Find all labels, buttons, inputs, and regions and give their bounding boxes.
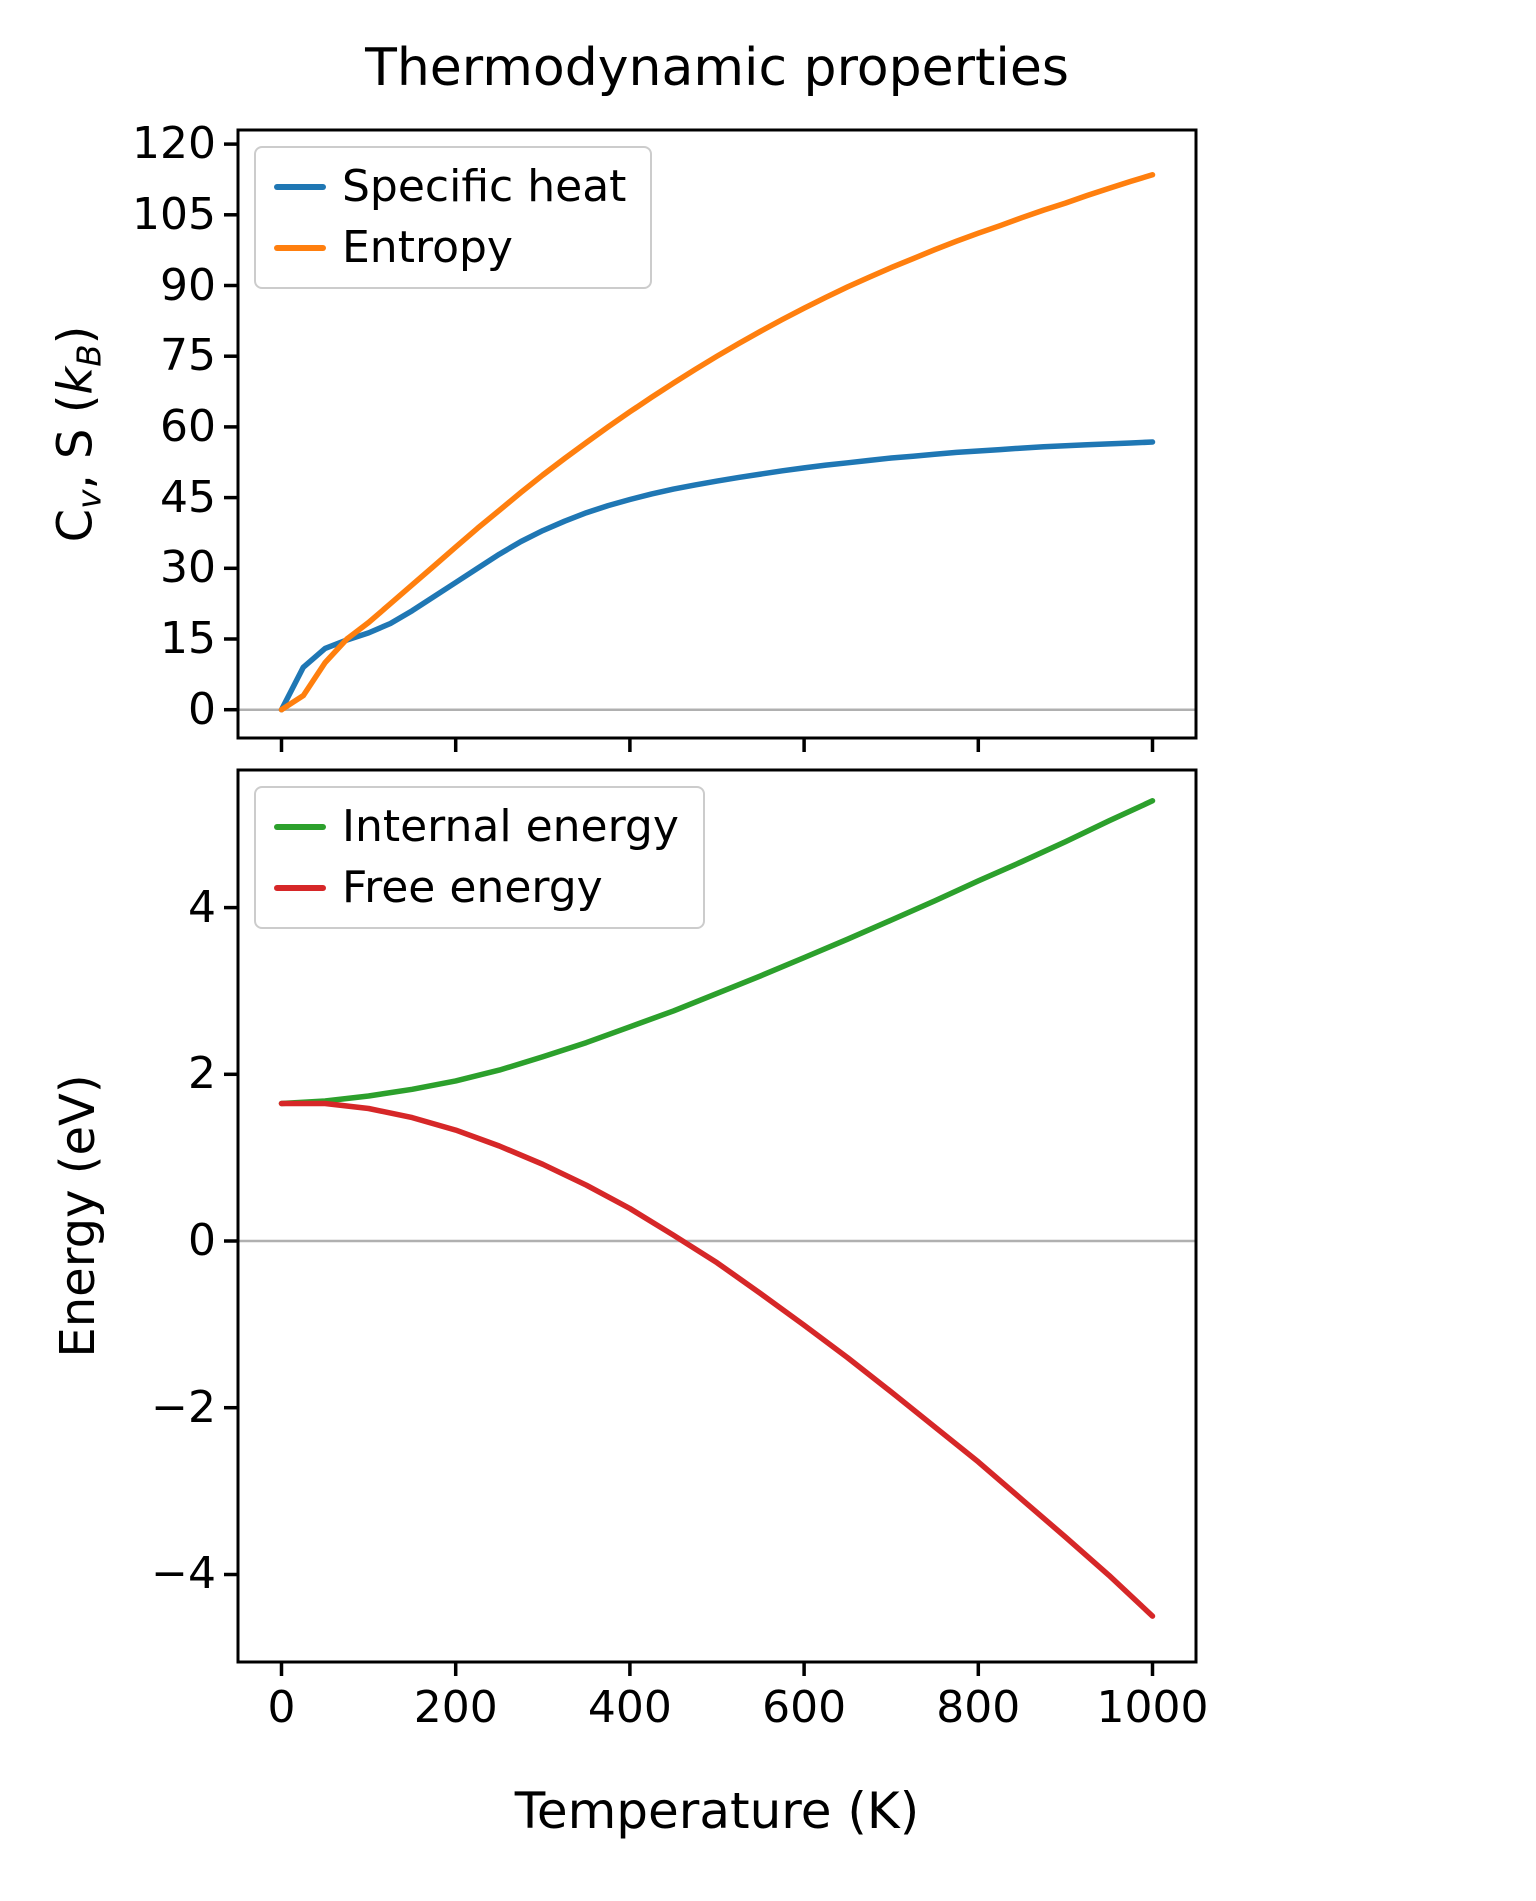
series-line-free-energy [278,1100,1156,1619]
y-tick-label: 120 [132,117,216,169]
y-tick-label: −4 [151,1548,216,1600]
y-tick-label: 15 [160,612,216,664]
y-tick-label: 60 [160,400,216,452]
y-tick-label: 105 [132,188,216,240]
legend-label-free-energy: Free energy [342,861,603,913]
y-tick-label: 90 [160,259,216,311]
x-tick-label: 400 [587,1682,672,1733]
legend-label-specific-heat: Specific heat [342,161,627,212]
legend-bottom: Internal energy Free energy [254,786,705,930]
y-tick-label: −2 [151,1381,216,1433]
plot-bottom: Internal energy Free energy [224,768,1198,1676]
y-tick-label: 2 [188,1048,216,1100]
x-axis-label: Temperature (K) [514,1782,920,1840]
legend-label-internal-energy: Internal energy [342,801,679,852]
y-tick-label: 0 [188,1214,216,1266]
x-tick-label: 800 [936,1682,1021,1733]
legend-line-free-energy [274,884,326,891]
y-tick-label: 4 [188,881,216,933]
legend-item-free-energy: Free energy [274,861,679,914]
y-tick-label: 0 [188,683,216,735]
legend-line-specific-heat [274,184,326,191]
series-line-internal-energy [278,798,1156,1107]
legend-item-specific-heat: Specific heat [274,161,627,213]
legend-top: Specific heat Entropy [254,146,653,290]
axes-frame [236,128,1198,740]
legend-item-internal-energy: Internal energy [274,801,679,853]
y-tick-label: 30 [160,542,216,594]
legend-item-entropy: Entropy [274,221,626,274]
x-tick-label: 600 [762,1682,847,1733]
y-axis-label-top: Cv, S (kB) [47,325,109,543]
axes-frame [236,768,1198,1664]
legend-line-entropy [274,244,326,251]
chart-title: Thermodynamic properties [365,38,1069,98]
legend-line-internal-energy [274,824,326,831]
plot-canvas [224,128,1198,752]
x-tick-label: 1000 [1096,1682,1209,1733]
series-line-specific-heat [278,439,1156,713]
y-tick-label: 75 [160,330,216,382]
x-tick-label: 200 [413,1682,498,1733]
x-tick-label: 0 [267,1682,296,1733]
plot-canvas [224,768,1198,1676]
plot-top: Specific heat Entropy [224,128,1198,752]
y-axis-label-bottom: Energy (eV) [50,1074,106,1358]
y-tick-label: 45 [160,471,216,523]
legend-label-entropy: Entropy [342,221,513,273]
series-line-entropy [278,172,1156,713]
